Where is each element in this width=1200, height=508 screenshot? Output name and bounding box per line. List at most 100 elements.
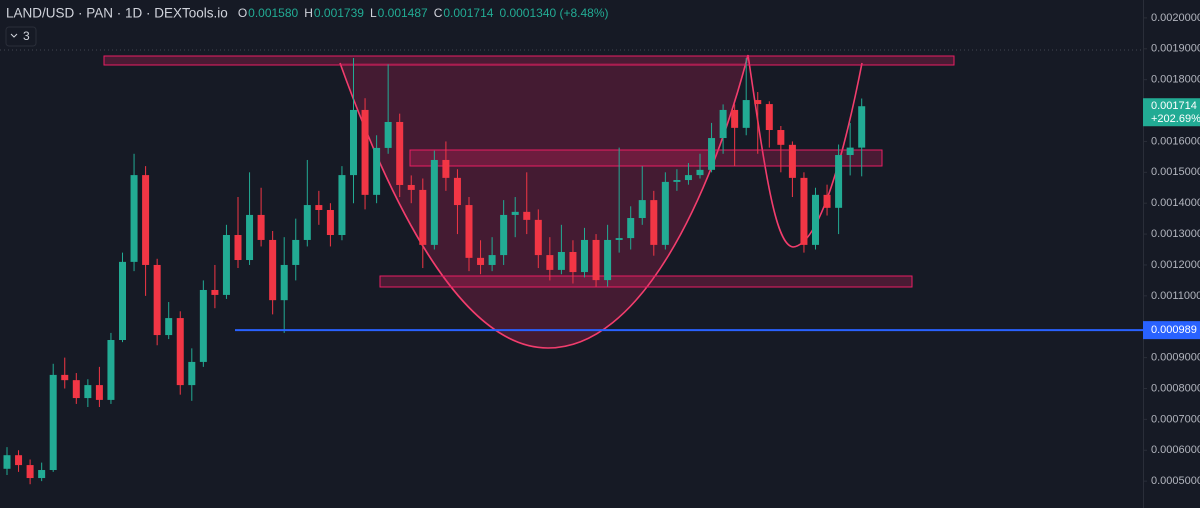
indicator-toggle[interactable] (5, 26, 37, 47)
candle-body (534, 219, 542, 256)
candle-body (280, 264, 288, 301)
candle-body (84, 385, 92, 399)
candle-body (719, 109, 727, 139)
candle-body (592, 239, 600, 281)
y-tick-label: 0.0009000 (1151, 352, 1200, 364)
candle-body (176, 318, 184, 386)
candle-body (812, 194, 819, 245)
candle-body (72, 380, 80, 399)
candle-body (557, 251, 565, 270)
ohlc-value: 0.001580 (248, 6, 298, 20)
y-tick-label: 0.0005000 (1151, 475, 1200, 487)
candle-body (500, 214, 508, 256)
candle-body (3, 455, 11, 469)
candle-body (188, 361, 196, 386)
ohlc-key: C (434, 6, 443, 20)
candle-body (708, 138, 716, 170)
candle-body (384, 121, 392, 148)
ohlc-value: 0.001714 (443, 6, 493, 20)
candle-body (696, 169, 704, 176)
candle-body (523, 211, 531, 220)
y-tick-label: 0.0012000 (1151, 259, 1200, 271)
y-tick-label: 0.0015000 (1151, 166, 1200, 178)
candle-body (396, 121, 404, 185)
candle-body (673, 180, 681, 182)
candle-body (777, 130, 785, 145)
candle-body (731, 109, 739, 128)
zone-bottom (379, 275, 913, 288)
candle-body (546, 255, 554, 270)
candle-body (130, 175, 138, 262)
candle-body (257, 214, 265, 240)
candle-body (511, 211, 519, 215)
candle-body (823, 194, 831, 208)
y-tick-label: 0.0006000 (1151, 444, 1200, 456)
candle-body (442, 159, 450, 178)
candle-body (119, 261, 126, 341)
y-tick-label: 0.0007000 (1151, 413, 1200, 425)
candle-body (246, 214, 254, 261)
candle-body (361, 109, 369, 195)
candle-body (765, 104, 773, 131)
last-change-label: +202.69% (1151, 113, 1200, 125)
candle-body (638, 200, 646, 219)
candle-body (788, 144, 796, 178)
candle-body (38, 470, 46, 479)
y-tick-label: 0.0018000 (1151, 74, 1200, 86)
ohlc-key: H (304, 6, 313, 20)
candle-body (165, 318, 173, 336)
candle-body (199, 289, 207, 362)
indicator-count: 3 (23, 29, 30, 43)
candle-body (604, 239, 612, 281)
zone-top (103, 55, 955, 66)
candle-body (615, 238, 623, 240)
candle-body (338, 175, 346, 236)
candle-body (800, 177, 808, 245)
candle-body (684, 175, 692, 181)
candle-body (269, 239, 277, 301)
cup-curve (339, 54, 749, 349)
candle-body (477, 257, 485, 265)
last-price-label: 0.001714 (1151, 100, 1197, 112)
candle-body (292, 239, 300, 265)
candle-body (61, 374, 69, 381)
candle-body (26, 465, 34, 479)
zone-mid (409, 149, 883, 167)
level-label: 0.000989 (1151, 324, 1197, 336)
ohlc-legend: O 0.001580 H 0.001739 L 0.001487 C 0.001714 0.00… (238, 6, 609, 20)
candle-body (407, 184, 415, 190)
change: 0.0001340 (+8.48%) (499, 6, 608, 20)
ohlc-value: 0.001487 (378, 6, 428, 20)
candle-body (142, 175, 150, 265)
candle-body (153, 264, 161, 336)
ohlc-key: L (370, 6, 377, 20)
last-price-box (1143, 98, 1200, 127)
candles (3, 58, 866, 485)
candle-body (835, 155, 843, 208)
candle-body (315, 205, 323, 210)
candle-body (326, 209, 334, 236)
y-tick-label: 0.0019000 (1151, 43, 1200, 55)
chart-title: LAND/USD · PAN · 1D · DEXTools.io (6, 6, 228, 21)
candle-body (569, 251, 577, 273)
y-tick-label: 0.0020000 (1151, 12, 1200, 24)
candle-body (488, 255, 496, 265)
candle-body (95, 385, 103, 400)
candle-body (430, 159, 438, 245)
candle-body (465, 205, 473, 258)
candle-body (846, 147, 854, 156)
drawings (103, 54, 955, 349)
candle-body (661, 181, 669, 245)
candle-body (650, 200, 658, 245)
candle-body (211, 289, 219, 295)
y-tick-label: 0.0013000 (1151, 228, 1200, 240)
candle-body (858, 106, 866, 148)
candle-body (581, 239, 588, 273)
candle-body (222, 235, 230, 295)
candle-body (627, 218, 635, 239)
ohlc-key: O (238, 6, 247, 20)
candle-body (742, 100, 750, 128)
candle-body (419, 189, 427, 245)
